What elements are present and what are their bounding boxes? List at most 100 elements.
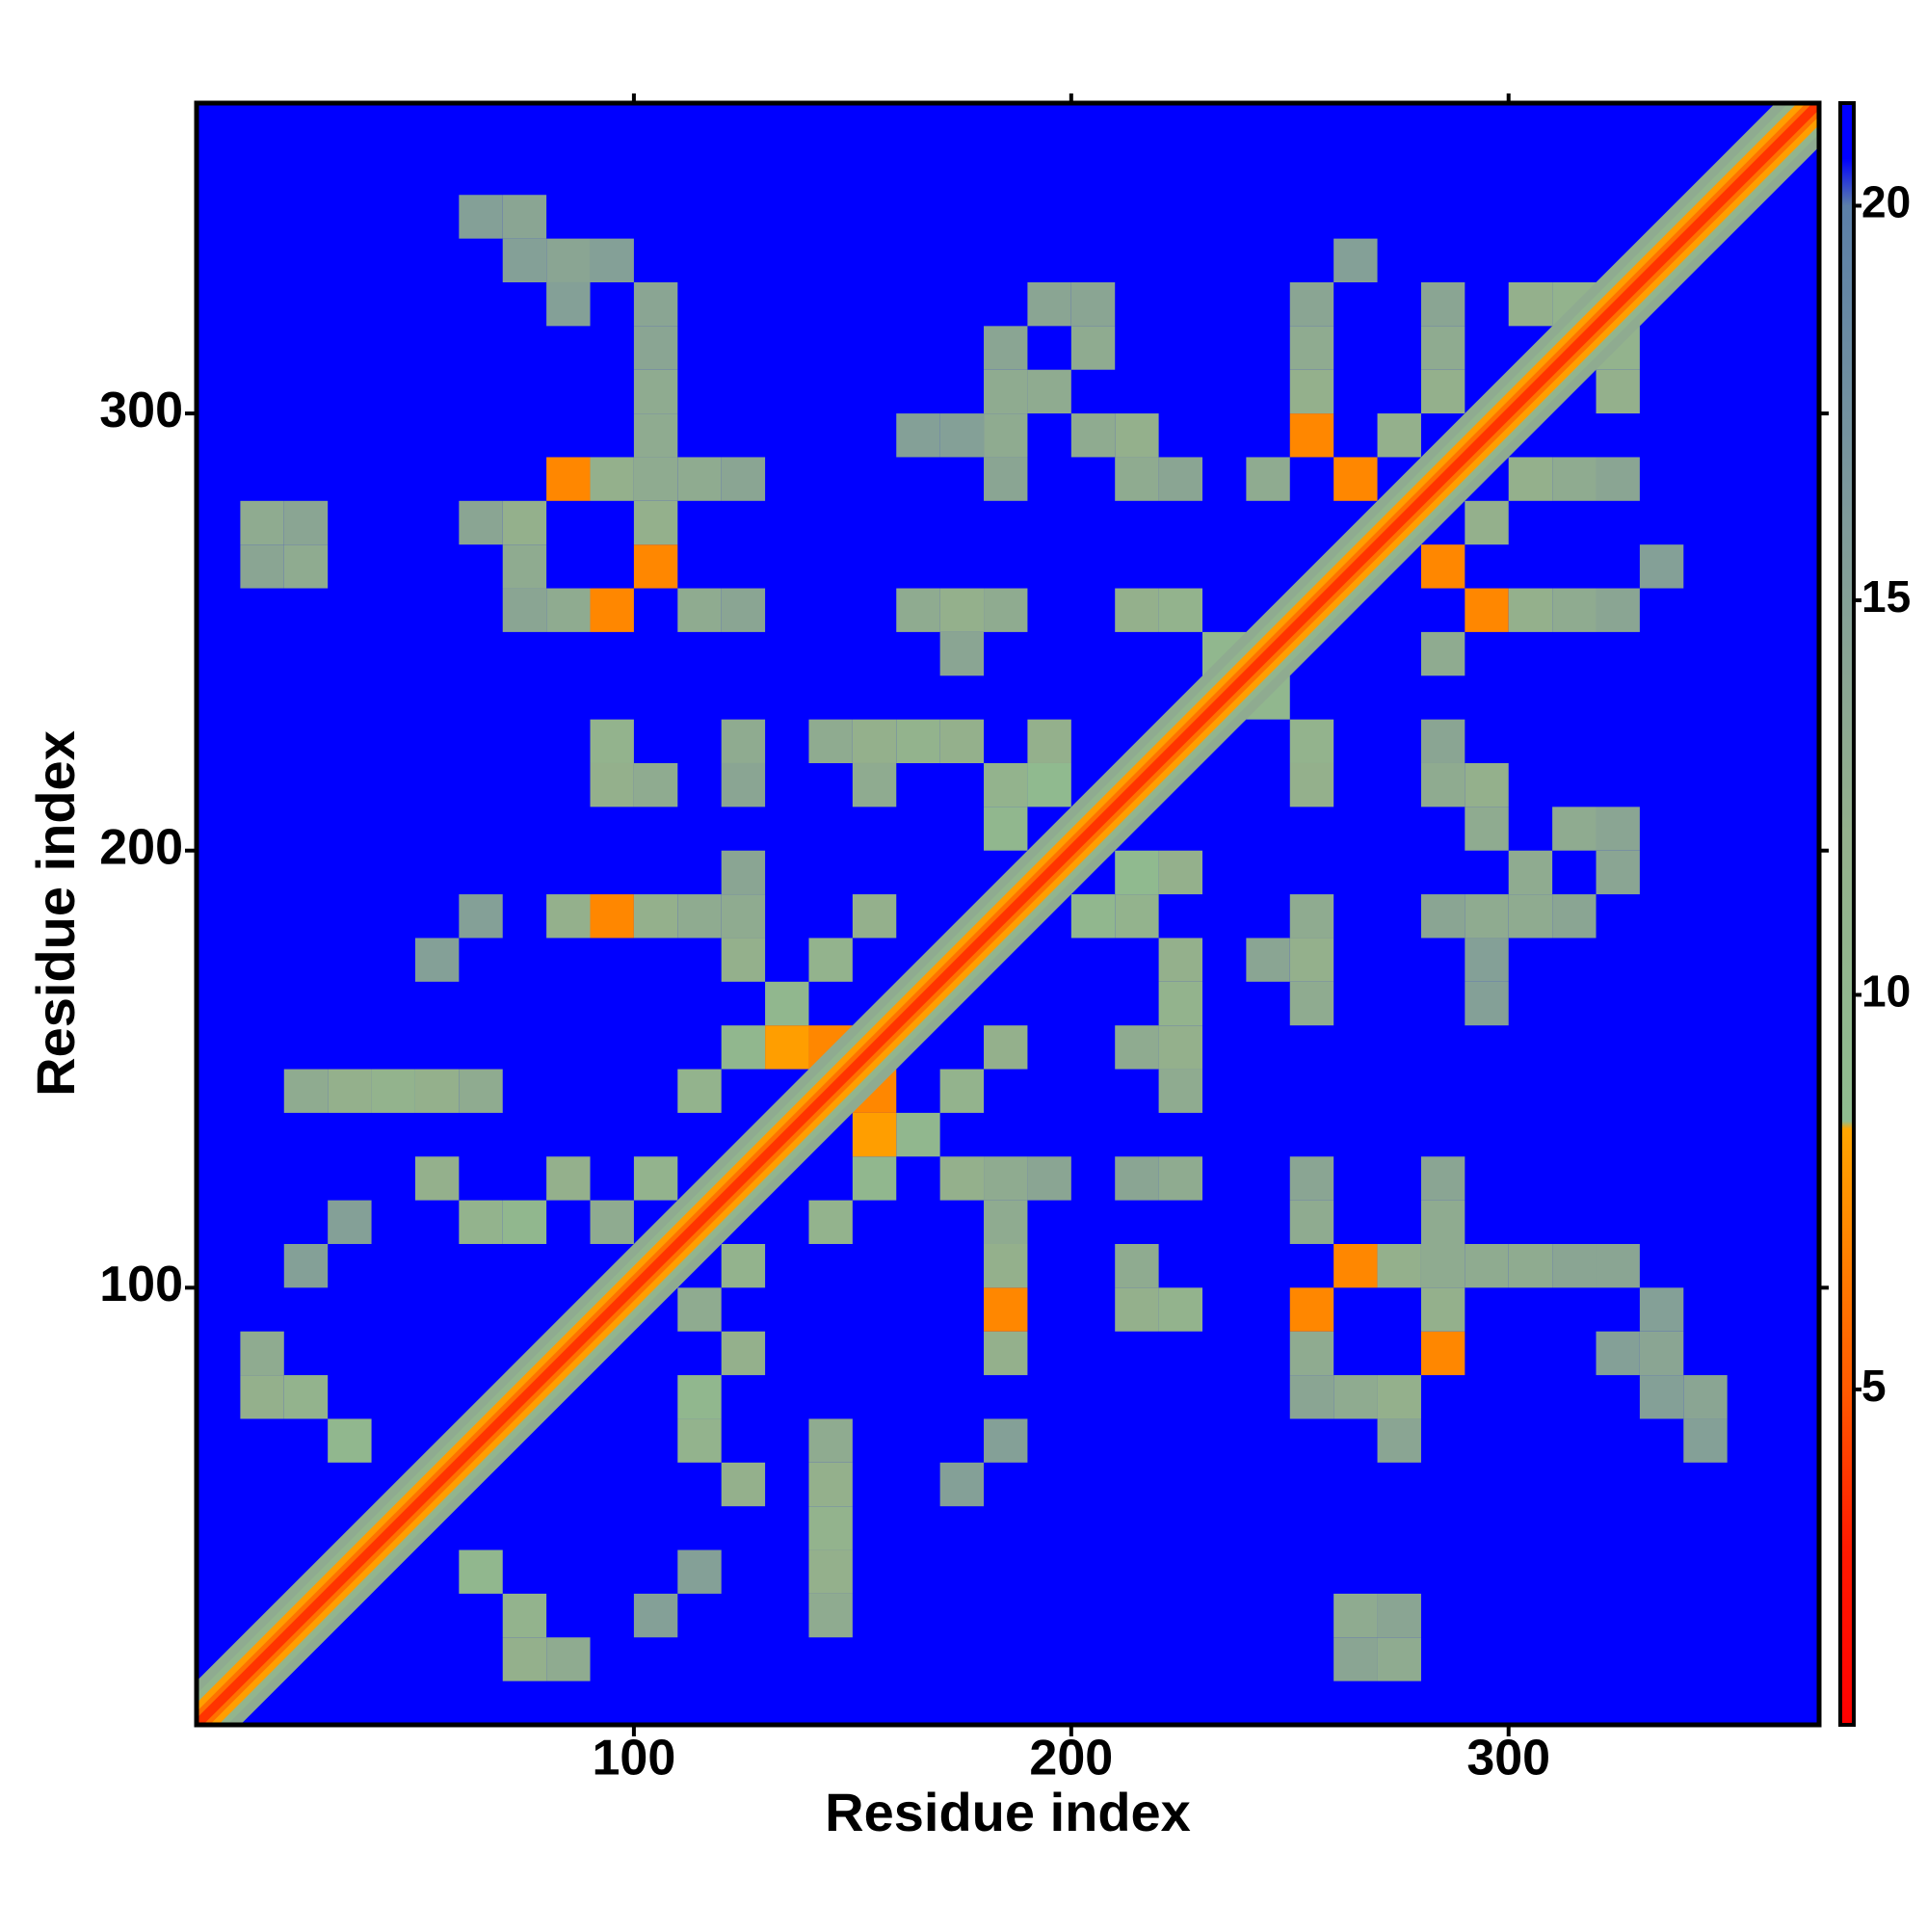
cell bbox=[1420, 369, 1465, 414]
cell bbox=[721, 762, 766, 807]
cell bbox=[283, 544, 329, 589]
cell-mirror bbox=[1683, 1375, 1728, 1419]
cell bbox=[1070, 326, 1116, 370]
cell-mirror bbox=[1115, 1025, 1159, 1070]
cell bbox=[852, 762, 897, 807]
cell-mirror bbox=[677, 1375, 722, 1419]
colorbar-tick-label: 15 bbox=[1861, 571, 1911, 622]
cell-mirror bbox=[1115, 1243, 1159, 1288]
cell bbox=[984, 807, 1028, 851]
cell bbox=[328, 1418, 372, 1463]
cell-mirror bbox=[1465, 807, 1509, 851]
cell-mirror bbox=[1289, 1287, 1334, 1332]
cell-mirror bbox=[1027, 1156, 1071, 1201]
x-axis-title: Residue index bbox=[825, 1782, 1191, 1842]
cell-mirror bbox=[1377, 1418, 1421, 1463]
cell bbox=[1070, 413, 1116, 458]
cell-mirror bbox=[1333, 1593, 1378, 1638]
cell bbox=[459, 195, 503, 239]
cell bbox=[984, 326, 1028, 370]
cell-mirror bbox=[459, 1549, 503, 1594]
cell bbox=[633, 1156, 678, 1201]
cell bbox=[677, 588, 722, 632]
cell-mirror bbox=[1639, 1287, 1684, 1332]
cell bbox=[633, 544, 678, 589]
cell-mirror bbox=[1552, 457, 1597, 501]
cell bbox=[896, 588, 940, 632]
cell-mirror bbox=[1289, 981, 1334, 1026]
cell-mirror bbox=[1420, 1243, 1465, 1288]
cell bbox=[852, 719, 897, 763]
cell bbox=[546, 894, 591, 939]
cell-mirror bbox=[1465, 894, 1509, 939]
cell-mirror bbox=[1158, 938, 1202, 982]
cell-mirror bbox=[1683, 1418, 1728, 1463]
cell bbox=[1333, 457, 1378, 501]
cell-mirror bbox=[677, 1287, 722, 1332]
cell-mirror bbox=[1420, 1287, 1465, 1332]
cell bbox=[283, 1375, 329, 1419]
cell bbox=[1158, 457, 1202, 501]
cell-mirror bbox=[1420, 762, 1465, 807]
cell-mirror bbox=[1465, 981, 1509, 1026]
cell bbox=[283, 500, 329, 545]
cell bbox=[721, 457, 766, 501]
cell-mirror bbox=[808, 1462, 853, 1507]
cell-mirror bbox=[896, 1112, 940, 1157]
cell-mirror bbox=[1552, 807, 1597, 851]
cell-mirror bbox=[984, 1331, 1028, 1376]
cell bbox=[939, 631, 985, 676]
cell-mirror bbox=[1420, 894, 1465, 939]
cell-mirror bbox=[1158, 1287, 1202, 1332]
cell-mirror bbox=[1289, 1200, 1334, 1244]
cell-mirror bbox=[1158, 1069, 1202, 1113]
cell-mirror bbox=[1508, 588, 1553, 632]
cell-mirror bbox=[1115, 1287, 1159, 1332]
cell bbox=[633, 369, 678, 414]
cell-mirror bbox=[1420, 1156, 1465, 1201]
cell bbox=[677, 894, 722, 939]
cell bbox=[590, 457, 634, 501]
cell bbox=[721, 850, 766, 895]
cell-mirror bbox=[1639, 1375, 1684, 1419]
cell-mirror bbox=[1377, 1637, 1421, 1681]
cell bbox=[1027, 369, 1071, 414]
cell bbox=[328, 1069, 372, 1113]
cell-mirror bbox=[1158, 981, 1202, 1026]
cell bbox=[590, 1200, 634, 1244]
cell-mirror bbox=[808, 1200, 853, 1244]
cell bbox=[1246, 457, 1290, 501]
cell bbox=[502, 238, 547, 282]
cell-mirror bbox=[1465, 762, 1509, 807]
cell bbox=[721, 1025, 766, 1070]
cell bbox=[1289, 326, 1334, 370]
cell bbox=[939, 719, 985, 763]
cell-mirror bbox=[1596, 457, 1640, 501]
cell-mirror bbox=[1289, 1331, 1334, 1376]
cell bbox=[1027, 719, 1071, 763]
cell-mirror bbox=[1420, 1200, 1465, 1244]
cell bbox=[590, 719, 634, 763]
cell bbox=[633, 457, 678, 501]
cell-mirror bbox=[677, 1549, 722, 1594]
cell bbox=[502, 588, 547, 632]
plot-area bbox=[197, 103, 1819, 1725]
cell-mirror bbox=[1596, 1243, 1640, 1288]
cell-mirror bbox=[1552, 1243, 1597, 1288]
cell-mirror bbox=[1289, 938, 1334, 982]
cell bbox=[1115, 413, 1159, 458]
cell-mirror bbox=[1420, 719, 1465, 763]
cell bbox=[1377, 413, 1421, 458]
cell-mirror bbox=[1115, 850, 1159, 895]
cell-mirror bbox=[1508, 894, 1553, 939]
cell bbox=[1115, 588, 1159, 632]
cell bbox=[984, 762, 1028, 807]
cell bbox=[808, 938, 853, 982]
cell bbox=[1289, 413, 1334, 458]
cell-mirror bbox=[939, 1462, 985, 1507]
cell bbox=[939, 413, 985, 458]
cell-mirror bbox=[1289, 719, 1334, 763]
cell-mirror bbox=[1508, 457, 1553, 501]
y-axis-title: Residue index bbox=[25, 730, 86, 1097]
cell bbox=[414, 1069, 460, 1113]
